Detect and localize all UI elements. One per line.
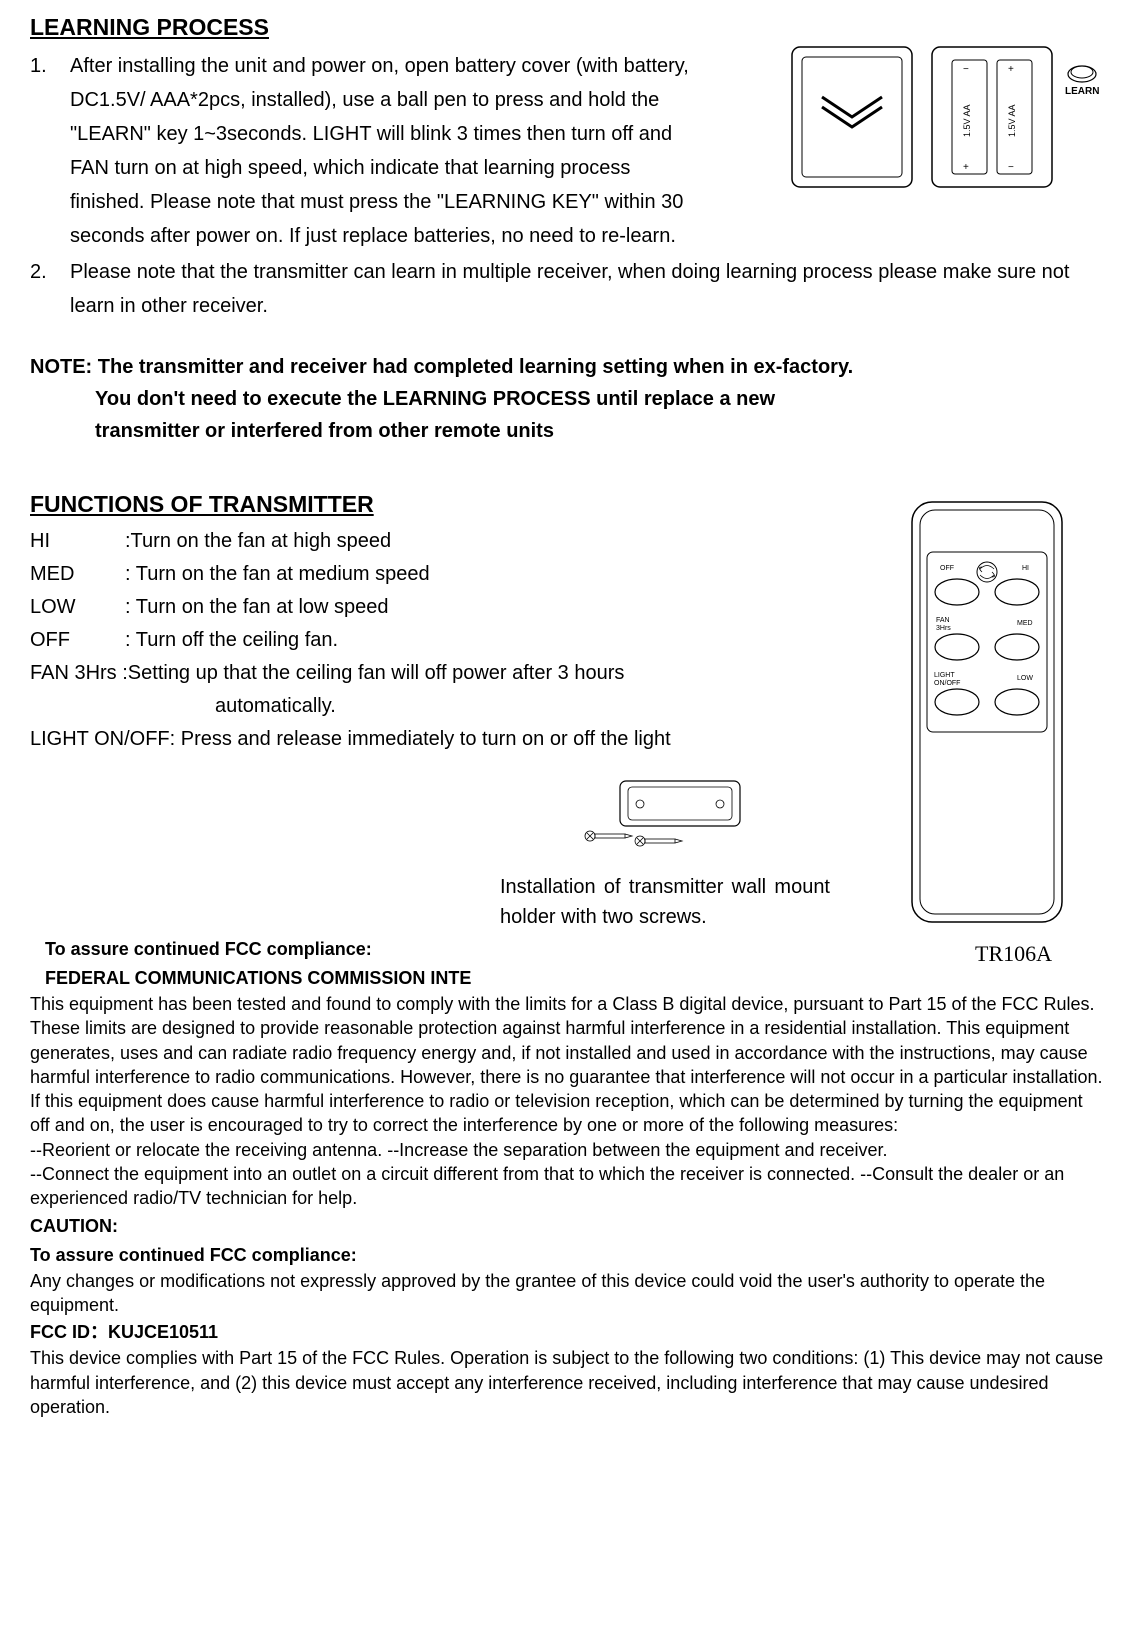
svg-text:1.5V AA: 1.5V AA bbox=[962, 104, 972, 137]
list-number: 2. bbox=[30, 255, 70, 323]
note-line: You don't need to execute the LEARNING P… bbox=[30, 383, 1107, 415]
svg-text:3Hrs: 3Hrs bbox=[936, 625, 951, 632]
learning-heading: LEARNING PROCESS bbox=[30, 10, 1107, 45]
function-label: LOW bbox=[30, 591, 125, 624]
list-item: 2. Please note that the transmitter can … bbox=[30, 255, 1107, 323]
function-line: LIGHT ON/OFF: Press and release immediat… bbox=[30, 723, 671, 756]
fcc-id: FCC ID：KUJCE10511 bbox=[30, 1319, 1107, 1346]
svg-text:+: + bbox=[963, 162, 969, 173]
function-line: FAN 3Hrs :Setting up that the ceiling fa… bbox=[30, 657, 624, 690]
fcc-section: To assure continued FCC compliance: FEDE… bbox=[30, 936, 1107, 1419]
svg-text:FAN: FAN bbox=[936, 617, 950, 624]
svg-text:+: + bbox=[1008, 64, 1014, 75]
remote-diagram: OFF HI FAN 3Hrs MED LIGHT ON/OFF LOW bbox=[902, 497, 1072, 927]
holder-diagram bbox=[560, 776, 760, 856]
svg-text:−: − bbox=[1008, 162, 1014, 173]
svg-text:LEARN: LEARN bbox=[1065, 86, 1099, 97]
holder-section: Installation of transmitter wall mount h… bbox=[500, 776, 900, 932]
fcc-paragraph: This device complies with Part 15 of the… bbox=[30, 1346, 1107, 1419]
function-label: MED bbox=[30, 558, 125, 591]
battery-diagram: − + + − 1.5V AA 1.5V AA LEARN bbox=[787, 42, 1107, 192]
svg-text:ON/OFF: ON/OFF bbox=[934, 680, 960, 687]
fcc-caution: CAUTION: bbox=[30, 1213, 1107, 1240]
fcc-paragraph: --Connect the equipment into an outlet o… bbox=[30, 1162, 1107, 1211]
fcc-caution-line: To assure continued FCC compliance: bbox=[30, 1242, 1107, 1269]
list-content: After installing the unit and power on, … bbox=[70, 49, 690, 253]
list-content: Please note that the transmitter can lea… bbox=[70, 255, 1107, 323]
function-label: HI bbox=[30, 525, 125, 558]
note-line: transmitter or interfered from other rem… bbox=[30, 415, 1107, 447]
fcc-title: To assure continued FCC compliance: bbox=[45, 936, 1107, 963]
remote-model-label: TR106A bbox=[975, 937, 1052, 970]
note-block: NOTE: The transmitter and receiver had c… bbox=[30, 351, 1107, 447]
note-line: NOTE: The transmitter and receiver had c… bbox=[30, 351, 1107, 383]
fcc-paragraph: Any changes or modifications not express… bbox=[30, 1269, 1107, 1318]
svg-text:OFF: OFF bbox=[940, 565, 954, 572]
fcc-subtitle: FEDERAL COMMUNICATIONS COMMISSION INTE bbox=[45, 965, 1107, 992]
holder-text: Installation of transmitter wall mount h… bbox=[500, 872, 830, 932]
function-label: OFF bbox=[30, 624, 125, 657]
svg-text:1.5V AA: 1.5V AA bbox=[1007, 104, 1017, 137]
svg-text:LIGHT: LIGHT bbox=[934, 672, 955, 679]
fcc-paragraph: --Reorient or relocate the receiving ant… bbox=[30, 1138, 1107, 1162]
svg-text:MED: MED bbox=[1017, 620, 1033, 627]
fcc-paragraph: This equipment has been tested and found… bbox=[30, 992, 1107, 1138]
svg-text:LOW: LOW bbox=[1017, 675, 1033, 682]
functions-section: FUNCTIONS OF TRANSMITTER HI :Turn on the… bbox=[30, 487, 1107, 933]
svg-text:HI: HI bbox=[1022, 565, 1029, 572]
learning-process-section: LEARNING PROCESS 1. After installing the… bbox=[30, 10, 1107, 447]
svg-text:−: − bbox=[963, 64, 969, 75]
list-number: 1. bbox=[30, 49, 70, 253]
